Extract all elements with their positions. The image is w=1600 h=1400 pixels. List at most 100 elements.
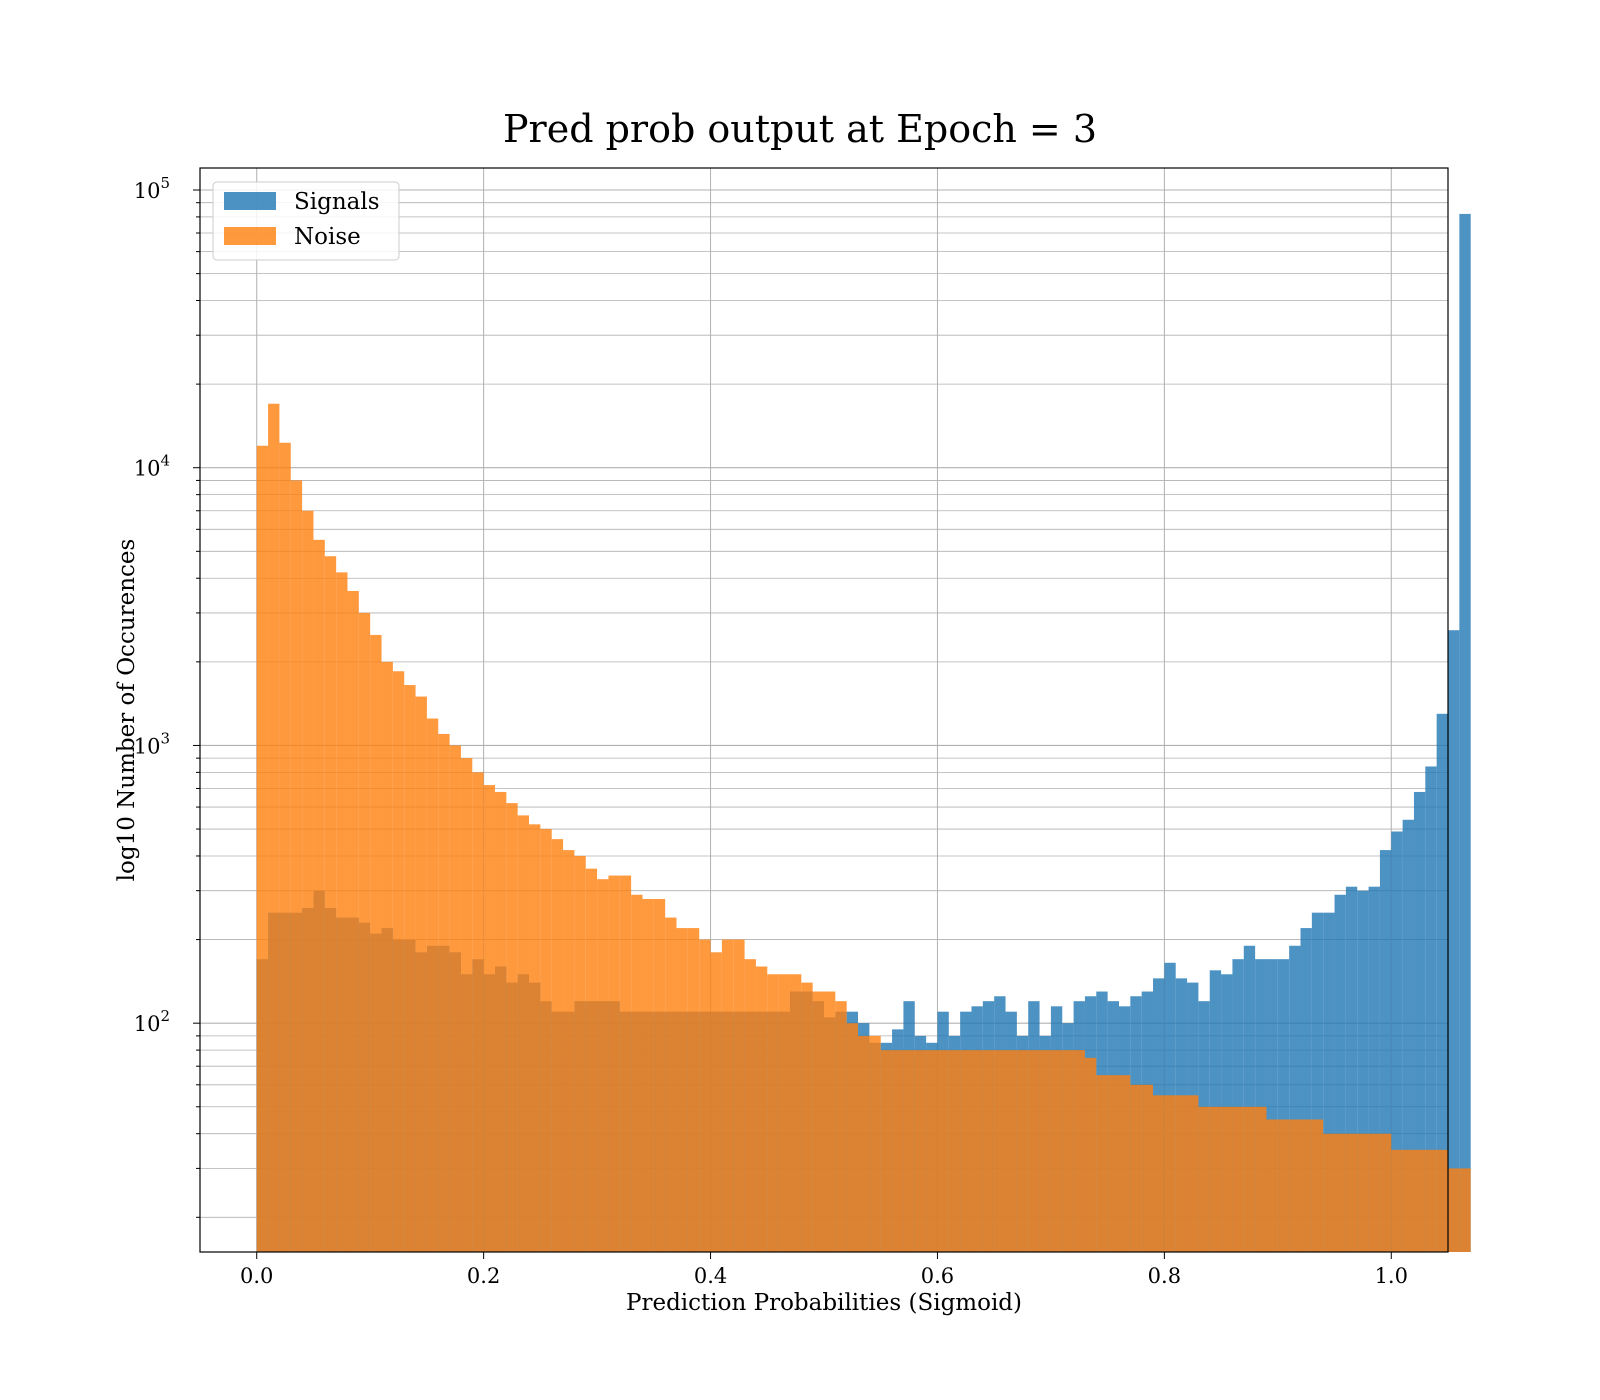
noise-bar: [585, 868, 598, 1252]
noise-bar: [665, 917, 677, 1252]
noise-bar: [755, 966, 768, 1252]
noise-bar: [699, 939, 711, 1252]
signals-bar: [1459, 213, 1471, 1253]
legend-swatch-noise: [224, 227, 276, 245]
noise-bar: [1153, 1095, 1165, 1252]
noise-bar: [392, 671, 405, 1252]
chart-title: Pred prob output at Epoch = 3: [503, 107, 1097, 151]
noise-bar: [1391, 1149, 1403, 1252]
x-tick-label: 0.2: [467, 1264, 500, 1288]
x-tick-label: 0.6: [921, 1264, 954, 1288]
signals-bar: [1379, 850, 1392, 1252]
noise-bar: [721, 939, 734, 1252]
noise-bar: [472, 772, 484, 1252]
noise-bar: [1425, 1149, 1437, 1252]
signals-bar: [1277, 959, 1290, 1252]
noise-bar: [1073, 1050, 1085, 1252]
noise-bar: [494, 791, 507, 1252]
signals-bar: [1266, 959, 1278, 1252]
noise-bar: [302, 510, 314, 1252]
noise-bar: [381, 661, 393, 1252]
noise-bar: [994, 1050, 1006, 1252]
x-axis-label: Prediction Probabilities (Sigmoid): [626, 1290, 1022, 1316]
legend-swatch-signals: [224, 192, 276, 210]
noise-bar: [744, 959, 756, 1252]
noise-bar: [1368, 1133, 1380, 1252]
y-tick-label: 102: [134, 1007, 170, 1036]
signals-bar: [1448, 630, 1460, 1252]
noise-bar: [914, 1050, 927, 1252]
noise-bar: [812, 991, 824, 1252]
noise-bar: [483, 785, 495, 1252]
noise-bar: [1232, 1106, 1244, 1252]
signals-bar: [1402, 819, 1414, 1252]
noise-bar: [336, 572, 348, 1252]
noise-bar: [1209, 1106, 1222, 1252]
noise-bar: [1243, 1106, 1256, 1252]
noise-bar: [801, 982, 813, 1252]
noise-bar: [358, 612, 371, 1252]
noise-bar: [1084, 1057, 1097, 1252]
noise-bar: [926, 1050, 938, 1252]
noise-bar: [597, 879, 609, 1252]
noise-bar: [982, 1050, 995, 1252]
signals-bar: [1334, 894, 1346, 1252]
noise-bar: [1118, 1075, 1131, 1252]
x-tick-label: 0.0: [240, 1264, 273, 1288]
noise-bar: [653, 898, 666, 1252]
signals-bar: [1391, 831, 1403, 1252]
noise-bar: [1345, 1133, 1358, 1252]
noise-bar: [404, 685, 416, 1252]
y-tick-label: 103: [134, 729, 170, 758]
noise-bar: [313, 539, 325, 1252]
noise-bar: [676, 928, 688, 1252]
signals-bar: [1311, 912, 1324, 1252]
noise-bar: [256, 445, 269, 1253]
noise-bar: [563, 850, 575, 1252]
noise-bar: [710, 952, 722, 1252]
noise-bar: [1039, 1050, 1051, 1252]
noise-bar: [1459, 1168, 1471, 1252]
noise-bar: [1413, 1149, 1426, 1252]
signals-bar: [1300, 928, 1312, 1252]
noise-bar: [529, 824, 541, 1252]
signals-bar: [1368, 886, 1380, 1252]
noise-bar: [869, 1035, 881, 1252]
noise-bar: [1107, 1075, 1119, 1252]
noise-bar: [1289, 1119, 1301, 1252]
y-axis-label: log10 Number of Occurences: [114, 539, 140, 882]
y-tick-label: 104: [134, 452, 170, 481]
noise-bar: [619, 875, 632, 1252]
noise-bar: [370, 634, 382, 1252]
signals-bar: [1357, 890, 1369, 1252]
noise-bar: [1221, 1106, 1233, 1252]
noise-bar: [824, 991, 836, 1252]
noise-bar: [789, 974, 802, 1252]
noise-bar: [1005, 1050, 1017, 1252]
signals-bar: [1232, 959, 1244, 1252]
signals-bar: [1289, 945, 1301, 1252]
noise-bar: [540, 829, 552, 1252]
legend-label-signals: Signals: [294, 189, 380, 215]
noise-bar: [858, 1035, 870, 1252]
y-tick-label: 105: [134, 174, 170, 203]
noise-bar: [846, 1023, 859, 1252]
noise-bar: [892, 1050, 904, 1252]
noise-bar: [778, 974, 790, 1252]
plot-frame: [199, 167, 1449, 1253]
noise-bar: [971, 1050, 983, 1252]
signals-bar: [1243, 945, 1256, 1252]
noise-bar: [642, 898, 654, 1252]
noise-bar: [1187, 1095, 1199, 1252]
noise-bar: [687, 928, 700, 1252]
noise-bar: [279, 442, 291, 1252]
noise-bar: [1277, 1119, 1290, 1252]
noise-bar: [1402, 1149, 1414, 1252]
noise-bar: [960, 1050, 972, 1252]
noise-bar: [1266, 1119, 1278, 1252]
signals-bar: [1413, 791, 1426, 1252]
noise-bar: [1448, 1168, 1460, 1252]
noise-bar: [426, 718, 439, 1252]
x-tick-label: 0.4: [694, 1264, 727, 1288]
